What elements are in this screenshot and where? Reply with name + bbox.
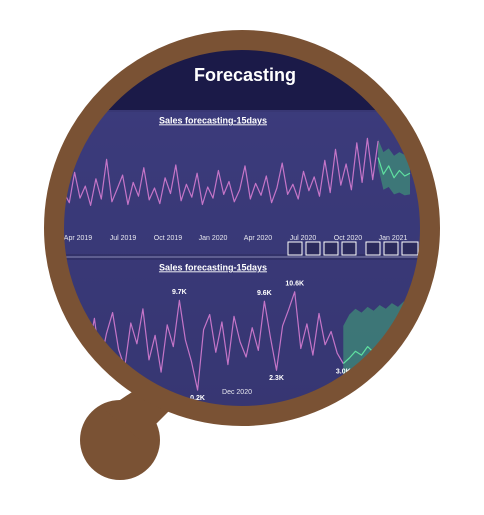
x-tick-label: Oct 2019 — [154, 235, 183, 242]
chart-panel — [62, 112, 422, 254]
data-label: 9.7K — [172, 289, 187, 296]
expand-button[interactable] — [323, 241, 339, 256]
data-label: 3.0K — [336, 368, 351, 375]
x-tick-label: Jan 2021 — [379, 235, 408, 242]
more-button[interactable] — [401, 241, 419, 256]
x-tick-label: Jul 2019 — [110, 235, 137, 242]
x-tick-label: Oct 2020 — [334, 235, 363, 242]
data-label: 10.6K — [285, 281, 304, 288]
visual-toolbar — [287, 241, 419, 256]
x-tick-label: Apr 2019 — [64, 235, 93, 242]
focus-button[interactable] — [383, 241, 399, 256]
chart-title: Sales forecasting-15days — [159, 262, 267, 272]
actual-line — [63, 137, 379, 206]
data-label: 0.2K — [190, 395, 205, 402]
dashboard: Forecasting Sales forecasting-15days Apr … — [62, 48, 422, 408]
x-tick-label: Dec 2020 — [222, 389, 252, 396]
drill-down-button[interactable] — [305, 241, 321, 256]
data-label: 2.3K — [269, 375, 284, 382]
actual-line — [63, 291, 344, 391]
x-tick-label: Jan 2020 — [199, 235, 228, 242]
drill-up-button[interactable] — [287, 241, 303, 256]
forecast-band — [378, 139, 410, 196]
forecast-line — [377, 157, 411, 179]
magnifier-ring — [44, 30, 440, 426]
filter-button[interactable] — [365, 241, 381, 256]
data-label: 9.6K — [257, 290, 272, 297]
x-tick-label: Apr 2020 — [244, 235, 273, 242]
x-tick-label: Jul 2020 — [290, 235, 317, 242]
expand-all-button[interactable] — [341, 241, 357, 256]
header-title: Forecasting — [194, 65, 296, 85]
chart-title: Sales forecasting-15days — [159, 115, 267, 125]
